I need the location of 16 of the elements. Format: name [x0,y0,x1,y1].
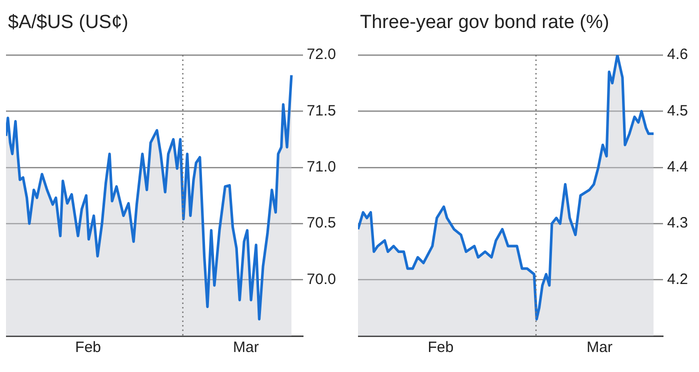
y-tick-label: 4.5 [667,102,688,120]
y-tick-label: 4.2 [667,270,688,288]
y-tick-label: 4.6 [667,46,688,64]
y-tick-label: 70.0 [306,270,336,288]
y-tick-label: 4.3 [667,214,688,232]
x-tick-label: Feb [428,339,454,356]
y-tick-label: 72.0 [306,46,336,64]
chart-title: Three-year gov bond rate (%) [360,12,610,34]
x-tick-label: Mar [233,339,259,356]
y-tick-label: 70.5 [306,214,336,232]
y-tick-label: 71.0 [306,158,336,176]
y-tick-label: 4.4 [667,158,688,176]
x-tick-label: Feb [75,339,102,356]
x-tick-label: Mar [586,339,612,356]
chart-title: $A/$US (US¢) [8,12,130,34]
y-tick-label: 71.5 [306,102,336,120]
